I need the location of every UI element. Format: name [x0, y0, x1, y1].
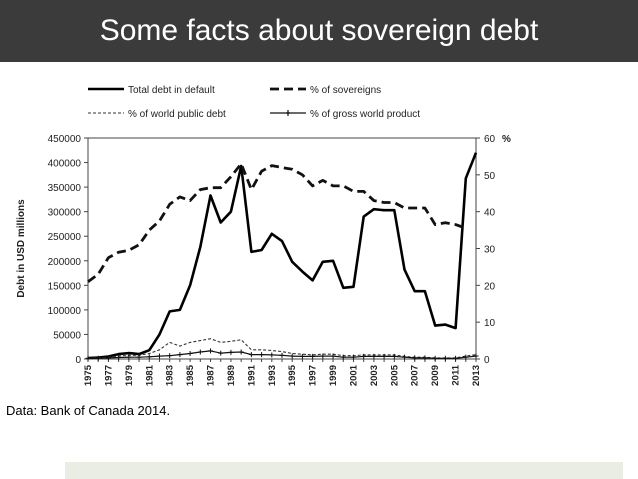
series-marker: [381, 353, 387, 359]
series-marker: [228, 349, 234, 355]
data-source-caption: Data: Bank of Canada 2014.: [6, 403, 171, 418]
chart-axes: 0 50000 100000 150000 200000 250000 300000 3500…: [16, 134, 511, 386]
series-line-1: [87, 152, 478, 360]
y-left-tick-label: 0: [75, 355, 81, 366]
legend-label: % of sovereigns: [310, 85, 381, 96]
x-tick-label: 1983: [165, 365, 176, 386]
y-right-axis-label: %: [502, 134, 511, 145]
x-tick-label: 1985: [185, 364, 196, 386]
legend-marker: [286, 110, 290, 116]
x-tick-label: 1989: [226, 365, 237, 386]
series-marker: [422, 355, 428, 361]
legend-label: Total debt in default: [128, 85, 215, 96]
x-tick-label: 1999: [328, 365, 339, 386]
x-tick-label: 2005: [389, 364, 400, 386]
footer-strip: [65, 462, 623, 479]
series-marker: [391, 353, 397, 359]
debt-chart: Total debt in default % of sovereigns % of…: [16, 85, 511, 386]
y-left-tick-label: 400000: [48, 159, 82, 170]
series-marker: [473, 353, 479, 359]
series-marker: [85, 355, 91, 361]
x-tick-label: 1997: [308, 365, 319, 386]
series-marker: [371, 353, 377, 359]
series-marker: [248, 352, 254, 358]
series-marker: [136, 354, 142, 360]
series-marker: [432, 355, 438, 361]
title-bar: Some facts about sovereign debt: [0, 0, 638, 62]
series-marker: [269, 352, 275, 358]
x-tick-label: 1975: [83, 364, 94, 386]
series-marker: [412, 355, 418, 361]
series-marker: [218, 350, 224, 356]
x-tick-label: 1987: [206, 365, 217, 386]
x-tick-label: 1995: [287, 364, 298, 386]
y-left-tick-label: 300000: [48, 208, 82, 219]
x-tick-label: 2013: [471, 365, 482, 386]
y-right-tick-label: 60: [484, 134, 496, 145]
series-marker: [105, 355, 111, 361]
y-left-tick-label: 100000: [48, 306, 82, 317]
series-marker: [289, 353, 295, 359]
series-marker: [299, 353, 305, 359]
series-marker: [310, 353, 316, 359]
x-tick-label: 2007: [410, 365, 421, 386]
x-tick-label: 2011: [451, 364, 462, 385]
y-right-tick-label: 0: [484, 355, 490, 366]
x-tick-label: 2001: [348, 364, 359, 386]
y-right-tick-label: 50: [484, 171, 496, 182]
series-marker: [208, 348, 214, 354]
series-line-3: [88, 338, 477, 359]
y-right-tick-label: 10: [484, 318, 496, 329]
series-marker: [156, 353, 162, 359]
legend-label: % of gross world product: [310, 109, 420, 120]
series-line-2: [87, 162, 467, 283]
chart-legend: Total debt in default % of sovereigns % of…: [88, 85, 420, 120]
series-marker: [177, 352, 183, 358]
legend-label: % of world public debt: [128, 109, 226, 120]
series-marker: [146, 354, 152, 360]
x-tick-label: 2003: [369, 365, 380, 386]
series-marker: [238, 349, 244, 355]
y-right-tick-label: 20: [484, 281, 496, 292]
x-tick-label: 1979: [124, 365, 135, 386]
x-tick-label: 1977: [103, 365, 114, 386]
series-marker: [167, 353, 173, 359]
chart-panel: Total debt in default % of sovereigns % of…: [0, 64, 520, 404]
series-marker: [442, 355, 448, 361]
series-marker: [126, 354, 132, 360]
chart-series: [85, 152, 479, 361]
series-marker: [197, 349, 203, 355]
series-marker: [116, 355, 122, 361]
y-left-axis-label: Debt in USD millions: [16, 199, 27, 298]
series-marker: [330, 353, 336, 359]
series-marker: [350, 354, 356, 360]
y-left-tick-label: 250000: [48, 232, 82, 243]
series-marker: [187, 350, 193, 356]
y-left-tick-label: 350000: [48, 183, 82, 194]
series-marker: [320, 353, 326, 359]
series-marker: [463, 354, 469, 360]
series-marker: [279, 352, 285, 358]
x-tick-label: 1993: [267, 365, 278, 386]
series-marker: [402, 354, 408, 360]
series-marker: [95, 355, 101, 361]
y-right-tick-label: 30: [484, 245, 496, 256]
y-left-tick-label: 450000: [48, 134, 82, 145]
slide-title: Some facts about sovereign debt: [99, 14, 539, 47]
series-marker: [259, 352, 265, 358]
series-marker: [361, 353, 367, 359]
x-tick-label: 2009: [430, 365, 441, 386]
x-tick-label: 1981: [144, 364, 155, 386]
series-marker: [453, 355, 459, 361]
x-tick-label: 1991: [246, 364, 257, 386]
y-left-tick-label: 50000: [53, 330, 81, 341]
series-marker: [340, 354, 346, 360]
y-right-tick-label: 40: [484, 208, 496, 219]
y-left-tick-label: 150000: [48, 281, 82, 292]
plot-frame: [87, 137, 477, 360]
y-left-tick-label: 200000: [48, 257, 82, 268]
